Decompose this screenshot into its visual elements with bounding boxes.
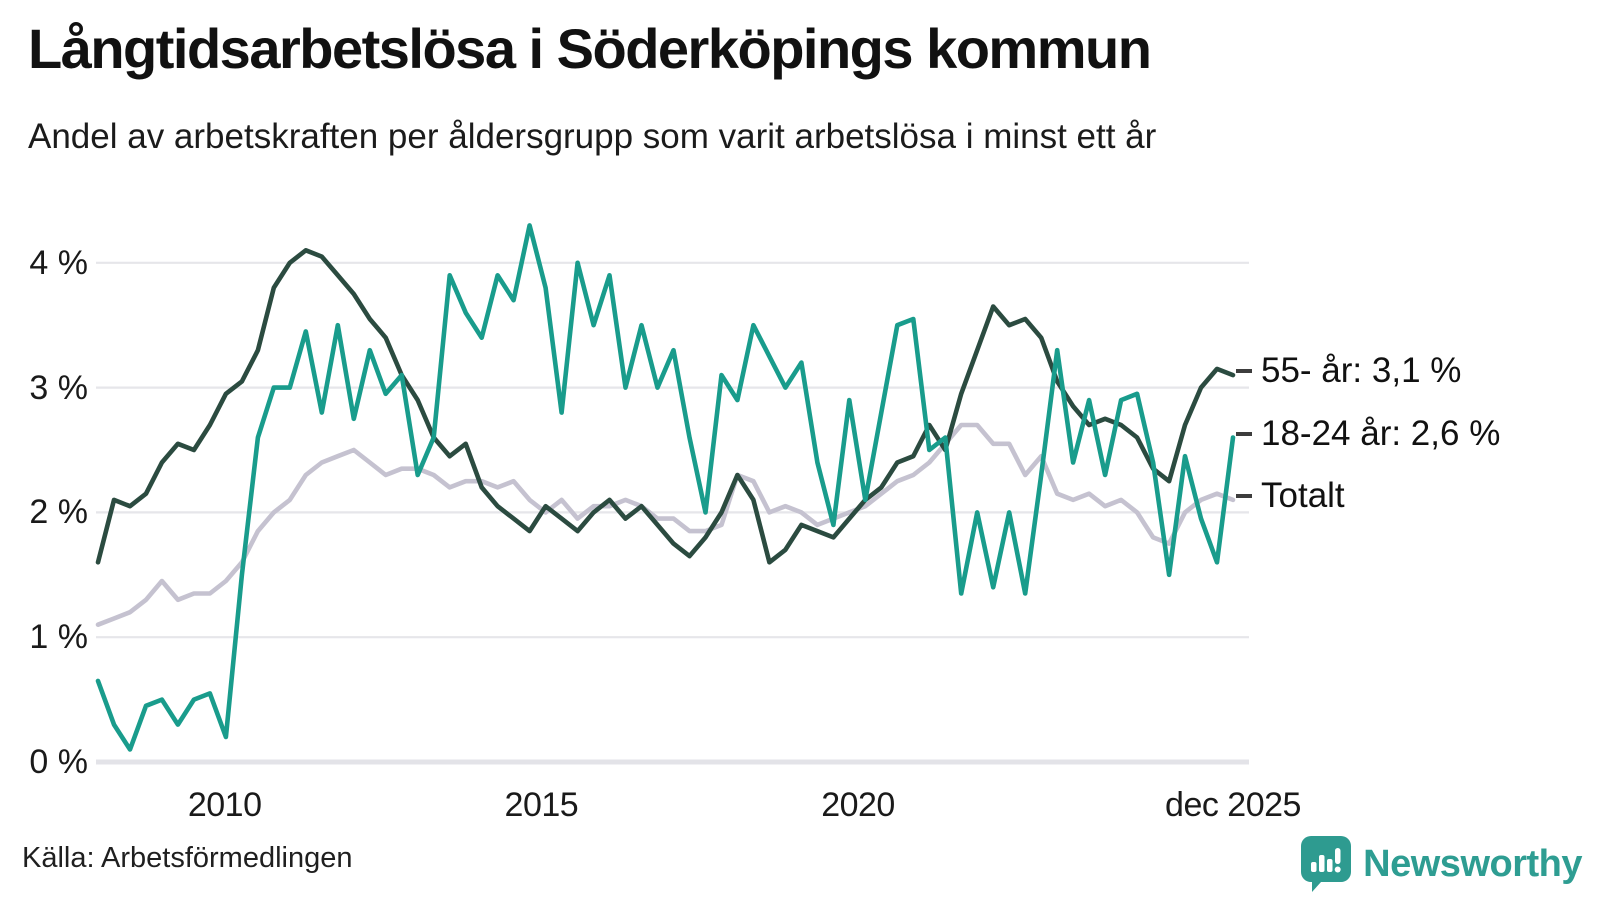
exclamation-icon xyxy=(1335,848,1341,864)
brand-name: Newsworthy xyxy=(1363,842,1582,885)
bar-icon xyxy=(1327,859,1333,872)
bar-icon xyxy=(1319,855,1325,872)
grid-layer xyxy=(96,261,1249,765)
x-tick-label: 2010 xyxy=(187,786,262,824)
end-label-text: 18-24 år: 2,6 % xyxy=(1261,413,1501,453)
y-tick-label: 4 % xyxy=(29,243,88,282)
x-tick-label: 2020 xyxy=(821,786,895,824)
end-label-55-ar: 55- år: 3,1 % xyxy=(1236,351,1461,391)
y-tick-label: 2 % xyxy=(29,493,88,532)
newsworthy-bubble-icon xyxy=(1301,836,1352,892)
end-label-text: Totalt xyxy=(1261,475,1345,515)
label-tick xyxy=(1236,431,1252,436)
end-label-text: 55- år: 3,1 % xyxy=(1261,351,1462,391)
page-subtitle: Andel av arbetskraften per åldersgrupp s… xyxy=(28,117,1157,156)
source-text: Källa: Arbetsförmedlingen xyxy=(22,842,353,874)
label-tick xyxy=(1236,369,1252,374)
brand-logo-block: Newsworthy xyxy=(1301,836,1582,892)
y-tick-label: 0 % xyxy=(29,743,88,781)
page-title: Långtidsarbetslösa i Söderköpings kommun xyxy=(28,17,1152,80)
end-label-18-24-ar: 18-24 år: 2,6 % xyxy=(1236,414,1500,454)
y-tick-label: 3 % xyxy=(29,368,88,407)
x-tick-label: dec 2025 xyxy=(1165,786,1301,824)
y-tick-label: 1 % xyxy=(29,618,88,657)
label-tick xyxy=(1236,493,1252,498)
series-line-55-r xyxy=(95,248,1236,565)
series-line-Totalt xyxy=(95,422,1236,628)
series-layer xyxy=(95,223,1236,752)
bar-icon xyxy=(1311,862,1317,872)
x-tick-label: 2015 xyxy=(504,786,579,824)
series-line-18-24-r xyxy=(95,223,1236,752)
end-label-totalt: Totalt xyxy=(1236,476,1345,516)
exclamation-dot-icon xyxy=(1334,866,1341,873)
